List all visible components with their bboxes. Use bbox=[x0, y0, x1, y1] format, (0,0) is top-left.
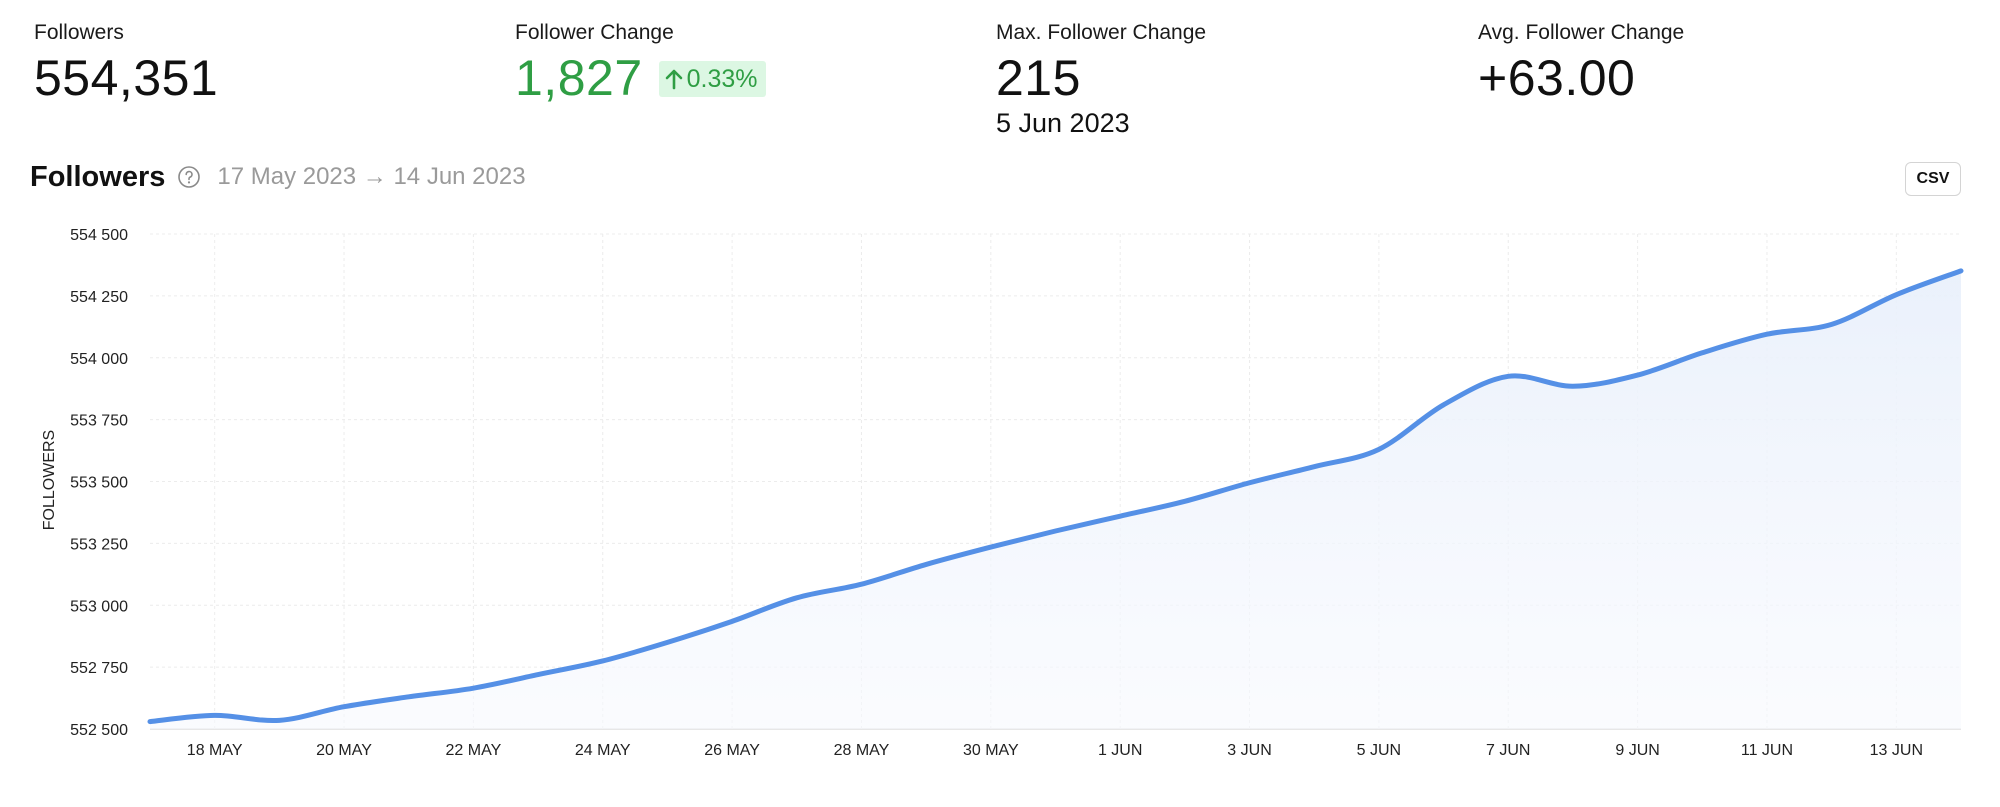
y-tick-label: 553 000 bbox=[70, 598, 128, 615]
y-tick-label: 554 000 bbox=[70, 351, 128, 368]
stat-avg-follower-change: Avg. Follower Change +63.00 bbox=[1478, 20, 1684, 108]
x-tick-label: 7 JUN bbox=[1486, 742, 1530, 759]
y-axis: 552 500 552 750 553 000 553 250 553 500 553 7… bbox=[70, 227, 128, 739]
x-tick-label: 13 JUN bbox=[1870, 742, 1923, 759]
x-tick-label: 22 MAY bbox=[446, 742, 502, 759]
x-tick-label: 30 MAY bbox=[963, 742, 1019, 759]
date-range: 17 May 2023 → 14 Jun 2023 bbox=[217, 163, 526, 190]
x-tick-label: 1 JUN bbox=[1098, 742, 1142, 759]
x-tick-label: 24 MAY bbox=[575, 742, 631, 759]
x-tick-label: 18 MAY bbox=[187, 742, 243, 759]
stats-bar: Followers 554,351 Follower Change 1,827 … bbox=[0, 0, 2000, 150]
stat-date: 5 Jun 2023 bbox=[996, 108, 1130, 138]
y-tick-label: 554 500 bbox=[70, 227, 128, 244]
y-tick-label: 553 250 bbox=[70, 536, 128, 553]
arrow-up-icon bbox=[665, 69, 682, 90]
y-tick-label: 552 500 bbox=[70, 722, 128, 739]
x-tick-label: 20 MAY bbox=[316, 742, 372, 759]
stat-follower-change: Follower Change 1,827 0.33% bbox=[515, 20, 766, 108]
stat-value: 554,351 bbox=[34, 50, 219, 106]
stat-label: Followers bbox=[34, 21, 124, 44]
y-axis-title: FOLLOWERS bbox=[41, 430, 58, 530]
y-tick-label: 553 500 bbox=[70, 475, 128, 492]
stat-label: Follower Change bbox=[515, 21, 674, 44]
stat-value: +63.00 bbox=[1478, 50, 1636, 106]
y-tick-label: 553 750 bbox=[70, 413, 128, 430]
stat-value: 215 bbox=[996, 50, 1081, 106]
stat-label: Max. Follower Change bbox=[996, 21, 1207, 44]
x-tick-label: 9 JUN bbox=[1615, 742, 1659, 759]
followers-area bbox=[150, 270, 1961, 729]
change-percent-badge: 0.33% bbox=[658, 61, 766, 97]
change-percent: 0.33% bbox=[686, 65, 758, 93]
chart-header: Followers 17 May 2023 → 14 Jun 2023 bbox=[30, 157, 526, 197]
y-tick-label: 554 250 bbox=[70, 289, 128, 306]
followers-line bbox=[147, 268, 1964, 725]
followers-chart: 552 500 552 750 553 000 553 250 553 500 553 7… bbox=[41, 227, 1964, 759]
stat-max-follower-change: Max. Follower Change 215 5 Jun 2023 bbox=[996, 20, 1206, 138]
stat-label: Avg. Follower Change bbox=[1478, 21, 1685, 44]
y-tick-label: 552 750 bbox=[70, 660, 128, 677]
chart-title: Followers bbox=[30, 160, 166, 193]
csv-export-button[interactable]: CSV bbox=[1905, 162, 1961, 196]
help-icon[interactable] bbox=[177, 165, 201, 189]
x-tick-label: 11 JUN bbox=[1741, 742, 1793, 759]
x-tick-label: 3 JUN bbox=[1227, 742, 1271, 759]
x-axis: 18 MAY 20 MAY 22 MAY 24 MAY 26 MAY 28 MAY 30 M… bbox=[187, 742, 1923, 759]
stat-value: 1,827 bbox=[515, 50, 643, 106]
x-tick-label: 26 MAY bbox=[704, 742, 760, 759]
stat-followers: Followers 554,351 bbox=[34, 20, 218, 108]
x-tick-label: 5 JUN bbox=[1357, 742, 1401, 759]
x-tick-label: 28 MAY bbox=[834, 742, 890, 759]
